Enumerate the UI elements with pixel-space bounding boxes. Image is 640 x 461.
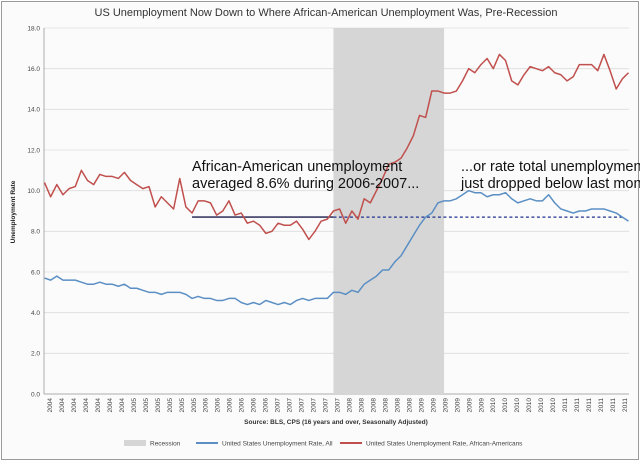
series-line-african-americans: [43, 53, 630, 241]
legend-label-recession: Recession: [150, 441, 181, 448]
series-lines: [43, 53, 630, 306]
x-tick-label: 2006: [263, 398, 270, 413]
x-tick-label: 2011: [622, 398, 629, 412]
legend: Recession United States Unemployment Rat…: [124, 440, 523, 448]
annotation-left-line1: African-American unemployment: [192, 159, 402, 175]
recession-shading: [333, 28, 445, 394]
x-tick-label: 2010: [514, 398, 521, 413]
annotation-left-line2: averaged 8.6% during 2006-2007...: [192, 176, 419, 192]
x-tick-label: 2008: [370, 398, 377, 413]
x-tick-label: 2005: [155, 398, 162, 413]
x-tick-label: 2009: [478, 398, 485, 413]
x-tick-label: 2004: [107, 398, 114, 413]
source-note: Source: BLS, CPS (16 years and over, Sea…: [244, 419, 428, 426]
y-tick-label: 12.0: [27, 147, 40, 154]
x-tick-label: 2008: [358, 398, 365, 413]
x-tick-label: 2009: [454, 398, 461, 413]
x-tick-label: 2010: [490, 398, 497, 413]
x-tick-label: 2008: [394, 398, 401, 413]
x-tick-label: 2011: [610, 398, 617, 412]
y-tick-label: 4.0: [31, 310, 40, 317]
y-tick-label: 6.0: [31, 269, 40, 276]
legend-swatch-recession: [124, 440, 146, 446]
annotation-right-line1: ...or rate total unemployment: [461, 159, 640, 175]
chart-title: US Unemployment Now Down to Where Africa…: [95, 7, 558, 19]
x-tick-label: 2007: [335, 398, 342, 413]
x-tick-label: 2010: [526, 398, 533, 413]
y-tick-label: 2.0: [31, 351, 40, 358]
x-tick-label: 2009: [466, 398, 473, 413]
recession-band: [333, 28, 445, 394]
y-tick-label: 16.0: [27, 66, 40, 73]
x-tick-label: 2011: [598, 398, 605, 412]
x-tick-label: 2006: [239, 398, 246, 413]
x-tick-label: 2005: [191, 398, 198, 413]
x-tick-label: 2009: [430, 398, 437, 413]
x-tick-label: 2004: [71, 398, 78, 413]
x-tick-label: 2011: [586, 398, 593, 412]
x-tick-label: 2011: [562, 398, 569, 412]
x-tick-label: 2010: [538, 398, 545, 413]
x-tick-label: 2004: [95, 398, 102, 413]
x-tick-label: 2010: [550, 398, 557, 413]
y-tick-label: 0.0: [31, 391, 40, 398]
x-tick-label: 2006: [203, 398, 210, 413]
x-tick-label: 2008: [346, 398, 353, 413]
x-tick-label: 2004: [119, 398, 126, 413]
x-axis-ticks: 2004 2004 2004 2004 2004 2004 2004 2005 2005 2005…: [47, 398, 629, 413]
x-tick-label: 2007: [299, 398, 306, 413]
x-tick-label: 2007: [311, 398, 318, 413]
x-tick-label: 2004: [47, 398, 54, 413]
legend-label-all: United States Unemployment Rate, All: [222, 441, 333, 448]
x-tick-label: 2010: [502, 398, 509, 413]
x-tick-label: 2004: [83, 398, 90, 413]
x-tick-label: 2005: [179, 398, 186, 413]
x-tick-label: 2007: [323, 398, 330, 413]
y-tick-label: 18.0: [27, 25, 40, 32]
legend-label-aa: United States Unemployment Rate, African…: [366, 441, 523, 448]
y-axis-label: Unemployment Rate: [10, 180, 17, 243]
y-axis-ticks: 0.0 2.0 4.0 6.0 8.0 10.0 12.0 14.0 16.0 18.0: [27, 25, 40, 398]
x-tick-label: 2007: [275, 398, 282, 413]
x-tick-label: 2007: [287, 398, 294, 413]
x-tick-label: 2005: [131, 398, 138, 413]
x-tick-label: 2005: [167, 398, 174, 413]
y-tick-label: 14.0: [27, 107, 40, 114]
x-tick-label: 2011: [574, 398, 581, 412]
y-tick-label: 10.0: [27, 188, 40, 195]
x-tick-label: 2009: [442, 398, 449, 413]
x-tick-label: 2008: [406, 398, 413, 413]
x-tick-label: 2009: [418, 398, 425, 413]
x-tick-label: 2006: [251, 398, 258, 413]
y-tick-label: 8.0: [31, 229, 40, 236]
x-tick-label: 2004: [59, 398, 66, 413]
x-tick-label: 2006: [227, 398, 234, 413]
x-tick-label: 2008: [382, 398, 389, 413]
annotation-right-line2: just dropped below last month.: [460, 176, 640, 192]
series-line-all: [44, 189, 629, 306]
x-tick-label: 2006: [215, 398, 222, 413]
x-tick-label: 2005: [143, 398, 150, 413]
